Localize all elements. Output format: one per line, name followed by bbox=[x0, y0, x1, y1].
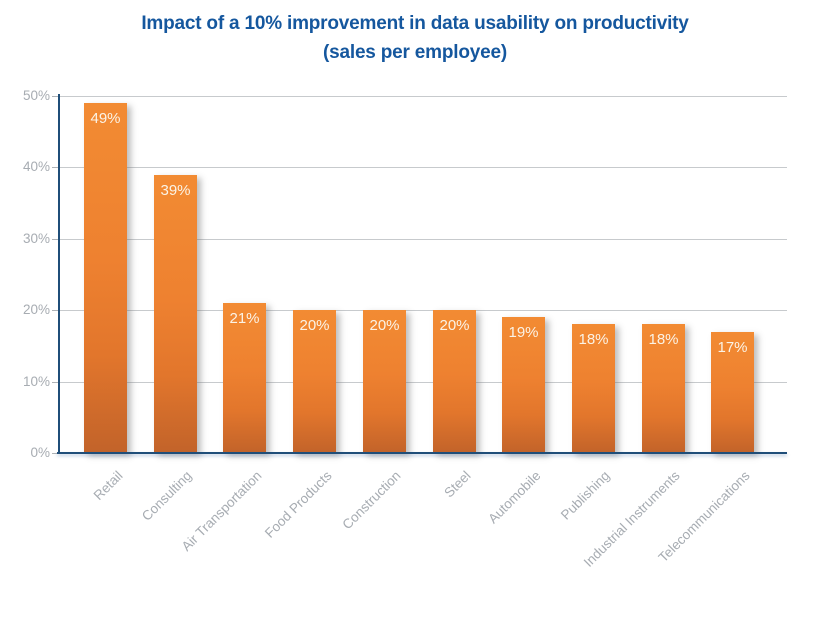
y-tick-mark bbox=[52, 310, 59, 311]
bar: 49% bbox=[84, 103, 127, 453]
plot-area: 0% 10% 20% 30% 40% 50% 49% 39% 21% 20% 20% 20% 19% 1… bbox=[22, 88, 787, 570]
y-tick-label: 0% bbox=[30, 445, 50, 460]
bar-value-label: 39% bbox=[160, 182, 191, 199]
bar-value-label: 18% bbox=[648, 331, 679, 348]
y-tick-label: 20% bbox=[22, 302, 50, 317]
bar: 17% bbox=[711, 332, 754, 453]
y-tick-mark bbox=[52, 382, 59, 383]
gridline bbox=[59, 96, 787, 97]
chart-title: Impact of a 10% improvement in data usab… bbox=[141, 13, 689, 34]
x-axis-line bbox=[57, 452, 787, 454]
bar: 20% bbox=[363, 310, 406, 453]
bar: 18% bbox=[642, 324, 685, 453]
y-tick-mark bbox=[52, 453, 59, 454]
y-axis-line bbox=[58, 94, 60, 453]
chart-subtitle: (sales per employee) bbox=[323, 42, 507, 63]
bar-value-label: 21% bbox=[229, 310, 260, 327]
bar: 21% bbox=[223, 303, 266, 453]
y-tick-label: 50% bbox=[22, 88, 50, 103]
gridline bbox=[59, 382, 787, 383]
bar: 20% bbox=[433, 310, 476, 453]
chart-page: Impact of a 10% improvement in data usab… bbox=[0, 9, 830, 570]
bar: 39% bbox=[154, 175, 197, 453]
bar: 19% bbox=[502, 317, 545, 453]
y-tick-mark bbox=[52, 239, 59, 240]
y-tick-label: 40% bbox=[22, 159, 50, 174]
bar-value-label: 20% bbox=[439, 317, 470, 334]
y-tick-label: 10% bbox=[22, 374, 50, 389]
bar: 20% bbox=[293, 310, 336, 453]
bar-value-label: 20% bbox=[369, 317, 400, 334]
gridline bbox=[59, 310, 787, 311]
bar-value-label: 49% bbox=[90, 110, 121, 127]
y-tick-mark bbox=[52, 96, 59, 97]
y-tick-label: 30% bbox=[22, 231, 50, 246]
chart-title-block: Impact of a 10% improvement in data usab… bbox=[0, 9, 830, 67]
y-tick-mark bbox=[52, 167, 59, 168]
bar: 18% bbox=[572, 324, 615, 453]
gridline bbox=[59, 239, 787, 240]
gridline bbox=[59, 167, 787, 168]
bar-value-label: 18% bbox=[578, 331, 609, 348]
bar-value-label: 20% bbox=[299, 317, 330, 334]
bar-value-label: 19% bbox=[508, 324, 539, 341]
bar-value-label: 17% bbox=[717, 339, 748, 356]
